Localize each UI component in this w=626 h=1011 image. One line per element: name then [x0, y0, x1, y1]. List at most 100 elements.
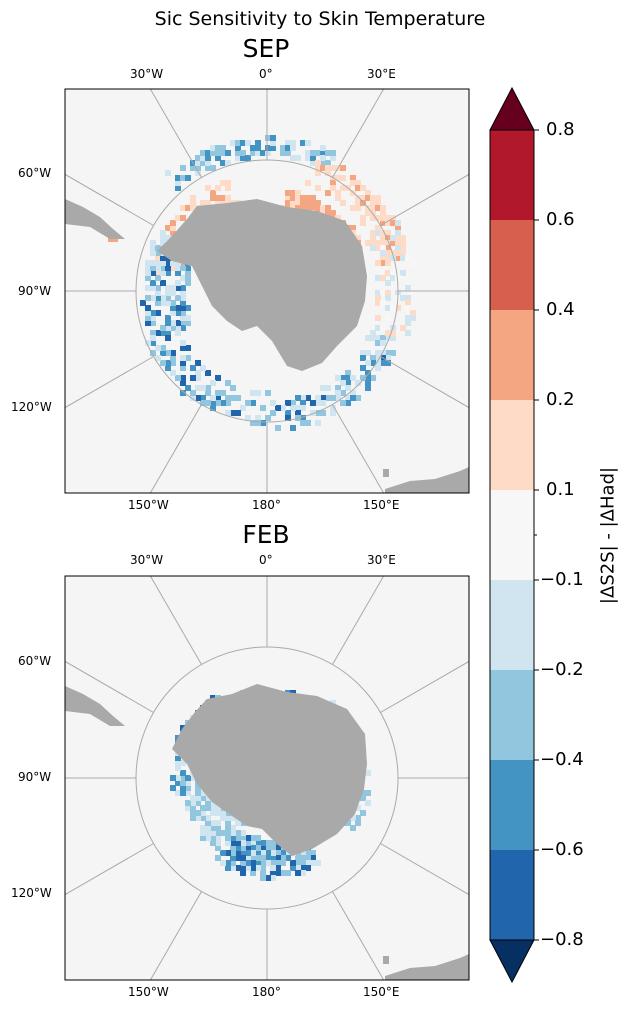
anomaly-cell — [165, 315, 171, 321]
anomaly-cell — [155, 255, 161, 261]
anomaly-cell — [205, 815, 211, 821]
anomaly-cell — [285, 850, 291, 856]
anomaly-cell — [405, 305, 411, 311]
anomaly-cell — [245, 140, 251, 146]
anomaly-cell — [145, 320, 151, 326]
anomaly-cell — [340, 390, 346, 396]
anomaly-cell — [205, 805, 211, 811]
anomaly-cell — [350, 225, 356, 231]
anomaly-cell — [195, 165, 201, 171]
anomaly-cell — [190, 165, 196, 171]
anomaly-cell — [410, 315, 416, 321]
anomaly-cell — [260, 875, 266, 881]
anomaly-cell — [405, 300, 411, 306]
anomaly-cell — [380, 230, 386, 236]
anomaly-cell — [215, 810, 221, 816]
anomaly-cell — [165, 350, 171, 356]
anomaly-cell — [275, 850, 281, 856]
anomaly-cell — [270, 870, 276, 876]
anomaly-cell — [395, 235, 401, 241]
anomaly-cell — [375, 335, 381, 341]
anomaly-cell — [310, 160, 316, 166]
anomaly-cell — [250, 870, 256, 876]
anomaly-cell — [240, 845, 246, 851]
colorbar-extend-min — [489, 939, 535, 984]
anomaly-cell — [320, 150, 326, 156]
anomaly-cell — [170, 265, 176, 271]
anomaly-cell — [380, 350, 386, 356]
anomaly-cell — [400, 325, 406, 331]
anomaly-cell — [230, 410, 236, 416]
anomaly-cell — [195, 815, 201, 821]
anomaly-cell — [295, 155, 301, 161]
anomaly-cell — [190, 810, 196, 816]
anomaly-cell — [335, 190, 341, 196]
anomaly-cell — [235, 850, 241, 856]
anomaly-cell — [180, 360, 186, 366]
sep-bottom-label-150e: 150°E — [363, 498, 400, 512]
anomaly-cell — [255, 850, 261, 856]
anomaly-cell — [195, 170, 201, 176]
anomaly-cell — [225, 860, 231, 866]
anomaly-cell — [200, 805, 206, 811]
anomaly-cell — [325, 210, 331, 216]
anomaly-cell — [195, 160, 201, 166]
anomaly-cell — [175, 775, 181, 781]
anomaly-cell — [170, 775, 176, 781]
anomaly-cell — [265, 875, 271, 881]
anomaly-cell — [155, 310, 161, 316]
anomaly-cell — [225, 410, 231, 416]
anomaly-cell — [355, 235, 361, 241]
anomaly-cell — [250, 845, 256, 851]
anomaly-cell — [350, 180, 356, 186]
anomaly-cell — [275, 845, 281, 851]
anomaly-cell — [170, 355, 176, 361]
anomaly-cell — [280, 850, 286, 856]
anomaly-cell — [240, 860, 246, 866]
anomaly-cell — [255, 855, 261, 861]
anomaly-cell — [205, 825, 211, 831]
anomaly-cell — [305, 140, 311, 146]
anomaly-cell — [390, 305, 396, 311]
colorbar-tick-label: 0.1 — [546, 479, 575, 500]
anomaly-cell — [305, 860, 311, 866]
anomaly-cell — [210, 820, 216, 826]
anomaly-cell — [205, 390, 211, 396]
anomaly-cell — [175, 305, 181, 311]
anomaly-cell — [300, 405, 306, 411]
anomaly-cell — [215, 805, 221, 811]
anomaly-cell — [235, 845, 241, 851]
meridian-line — [65, 843, 154, 896]
graticule — [65, 89, 469, 493]
anomaly-cell — [370, 210, 376, 216]
anomaly-cell — [390, 270, 396, 276]
anomaly-cell — [145, 270, 151, 276]
anomaly-cell — [300, 865, 306, 871]
anomaly-cell — [185, 315, 191, 321]
colorbar-label: |ΔS2S| - |ΔHad| — [597, 466, 619, 605]
anomaly-cell — [195, 370, 201, 376]
anomaly-cell — [155, 300, 161, 306]
anomaly-cell — [370, 235, 376, 241]
anomaly-cell — [155, 290, 161, 296]
anomaly-cell — [290, 400, 296, 406]
anomaly-cell — [285, 870, 291, 876]
colorbar-segment — [490, 130, 534, 220]
anomaly-cell — [190, 390, 196, 396]
anomaly-cell — [180, 390, 186, 396]
anomaly-cell — [210, 395, 216, 401]
anomaly-cell — [380, 340, 386, 346]
anomaly-cell — [195, 360, 201, 366]
anomaly-cell — [305, 205, 311, 211]
anomaly-cell — [245, 415, 251, 421]
anomaly-cell — [220, 860, 226, 866]
anomaly-cell — [260, 420, 266, 426]
anomaly-cell — [295, 860, 301, 866]
anomaly-cell — [220, 150, 226, 156]
anomaly-cell — [235, 820, 241, 826]
anomaly-cell — [275, 405, 281, 411]
anomaly-cell — [255, 865, 261, 871]
meridian-line — [380, 356, 469, 409]
anomaly-cell — [225, 825, 231, 831]
